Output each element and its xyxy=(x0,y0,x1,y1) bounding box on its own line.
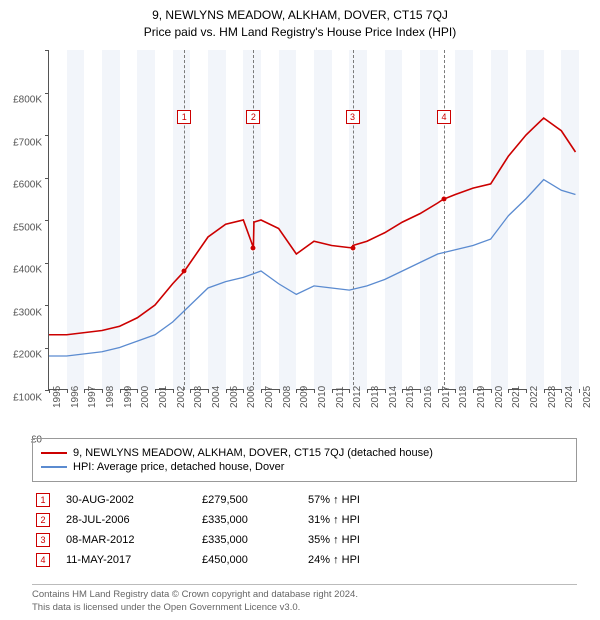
y-axis-label: £300K xyxy=(13,307,42,318)
sales-row: 1 30-AUG-2002 £279,500 57% ↑ HPI xyxy=(32,490,577,510)
sales-date: 08-MAR-2012 xyxy=(66,534,186,546)
page-title: 9, NEWLYNS MEADOW, ALKHAM, DOVER, CT15 7… xyxy=(10,8,590,22)
legend: 9, NEWLYNS MEADOW, ALKHAM, DOVER, CT15 7… xyxy=(32,438,577,482)
sales-price: £335,000 xyxy=(202,534,292,546)
legend-item: 9, NEWLYNS MEADOW, ALKHAM, DOVER, CT15 7… xyxy=(41,447,568,459)
page-subtitle: Price paid vs. HM Land Registry's House … xyxy=(10,25,590,39)
legend-label: 9, NEWLYNS MEADOW, ALKHAM, DOVER, CT15 7… xyxy=(73,447,433,459)
sales-hpi: 31% ↑ HPI xyxy=(308,514,418,526)
sales-price: £450,000 xyxy=(202,554,292,566)
footer-line-2: This data is licensed under the Open Gov… xyxy=(32,602,577,614)
sales-index: 3 xyxy=(36,533,50,547)
sales-hpi: 57% ↑ HPI xyxy=(308,494,418,506)
footer: Contains HM Land Registry data © Crown c… xyxy=(32,584,577,614)
footer-line-1: Contains HM Land Registry data © Crown c… xyxy=(32,589,577,601)
sales-index: 2 xyxy=(36,513,50,527)
series-price_paid xyxy=(49,118,575,335)
y-axis-label: £500K xyxy=(13,222,42,233)
y-axis-label: £400K xyxy=(13,265,42,276)
sales-index: 1 xyxy=(36,493,50,507)
sales-date: 30-AUG-2002 xyxy=(66,494,186,506)
sales-row: 2 28-JUL-2006 £335,000 31% ↑ HPI xyxy=(32,510,577,530)
sales-row: 3 08-MAR-2012 £335,000 35% ↑ HPI xyxy=(32,530,577,550)
sales-index: 4 xyxy=(36,553,50,567)
sales-table: 1 30-AUG-2002 £279,500 57% ↑ HPI 2 28-JUL-200… xyxy=(32,490,577,570)
y-axis-label: £800K xyxy=(13,95,42,106)
sales-date: 11-MAY-2017 xyxy=(66,554,186,566)
legend-label: HPI: Average price, detached house, Dove… xyxy=(73,461,284,473)
y-axis-label: £600K xyxy=(13,180,42,191)
sales-hpi: 24% ↑ HPI xyxy=(308,554,418,566)
sales-price: £279,500 xyxy=(202,494,292,506)
chart: 1995199619971998199920002001200220032004… xyxy=(48,50,578,410)
y-axis-label: £700K xyxy=(13,137,42,148)
sales-date: 28-JUL-2006 xyxy=(66,514,186,526)
x-axis-label: 2025 xyxy=(582,386,593,408)
sales-price: £335,000 xyxy=(202,514,292,526)
sales-hpi: 35% ↑ HPI xyxy=(308,534,418,546)
legend-item: HPI: Average price, detached house, Dove… xyxy=(41,461,568,473)
series-hpi xyxy=(49,180,575,356)
plot-area: 1995199619971998199920002001200220032004… xyxy=(48,50,578,390)
legend-swatch xyxy=(41,452,67,454)
y-axis-label: £100K xyxy=(13,392,42,403)
y-axis-label: £200K xyxy=(13,350,42,361)
legend-swatch xyxy=(41,466,67,468)
sales-row: 4 11-MAY-2017 £450,000 24% ↑ HPI xyxy=(32,550,577,570)
